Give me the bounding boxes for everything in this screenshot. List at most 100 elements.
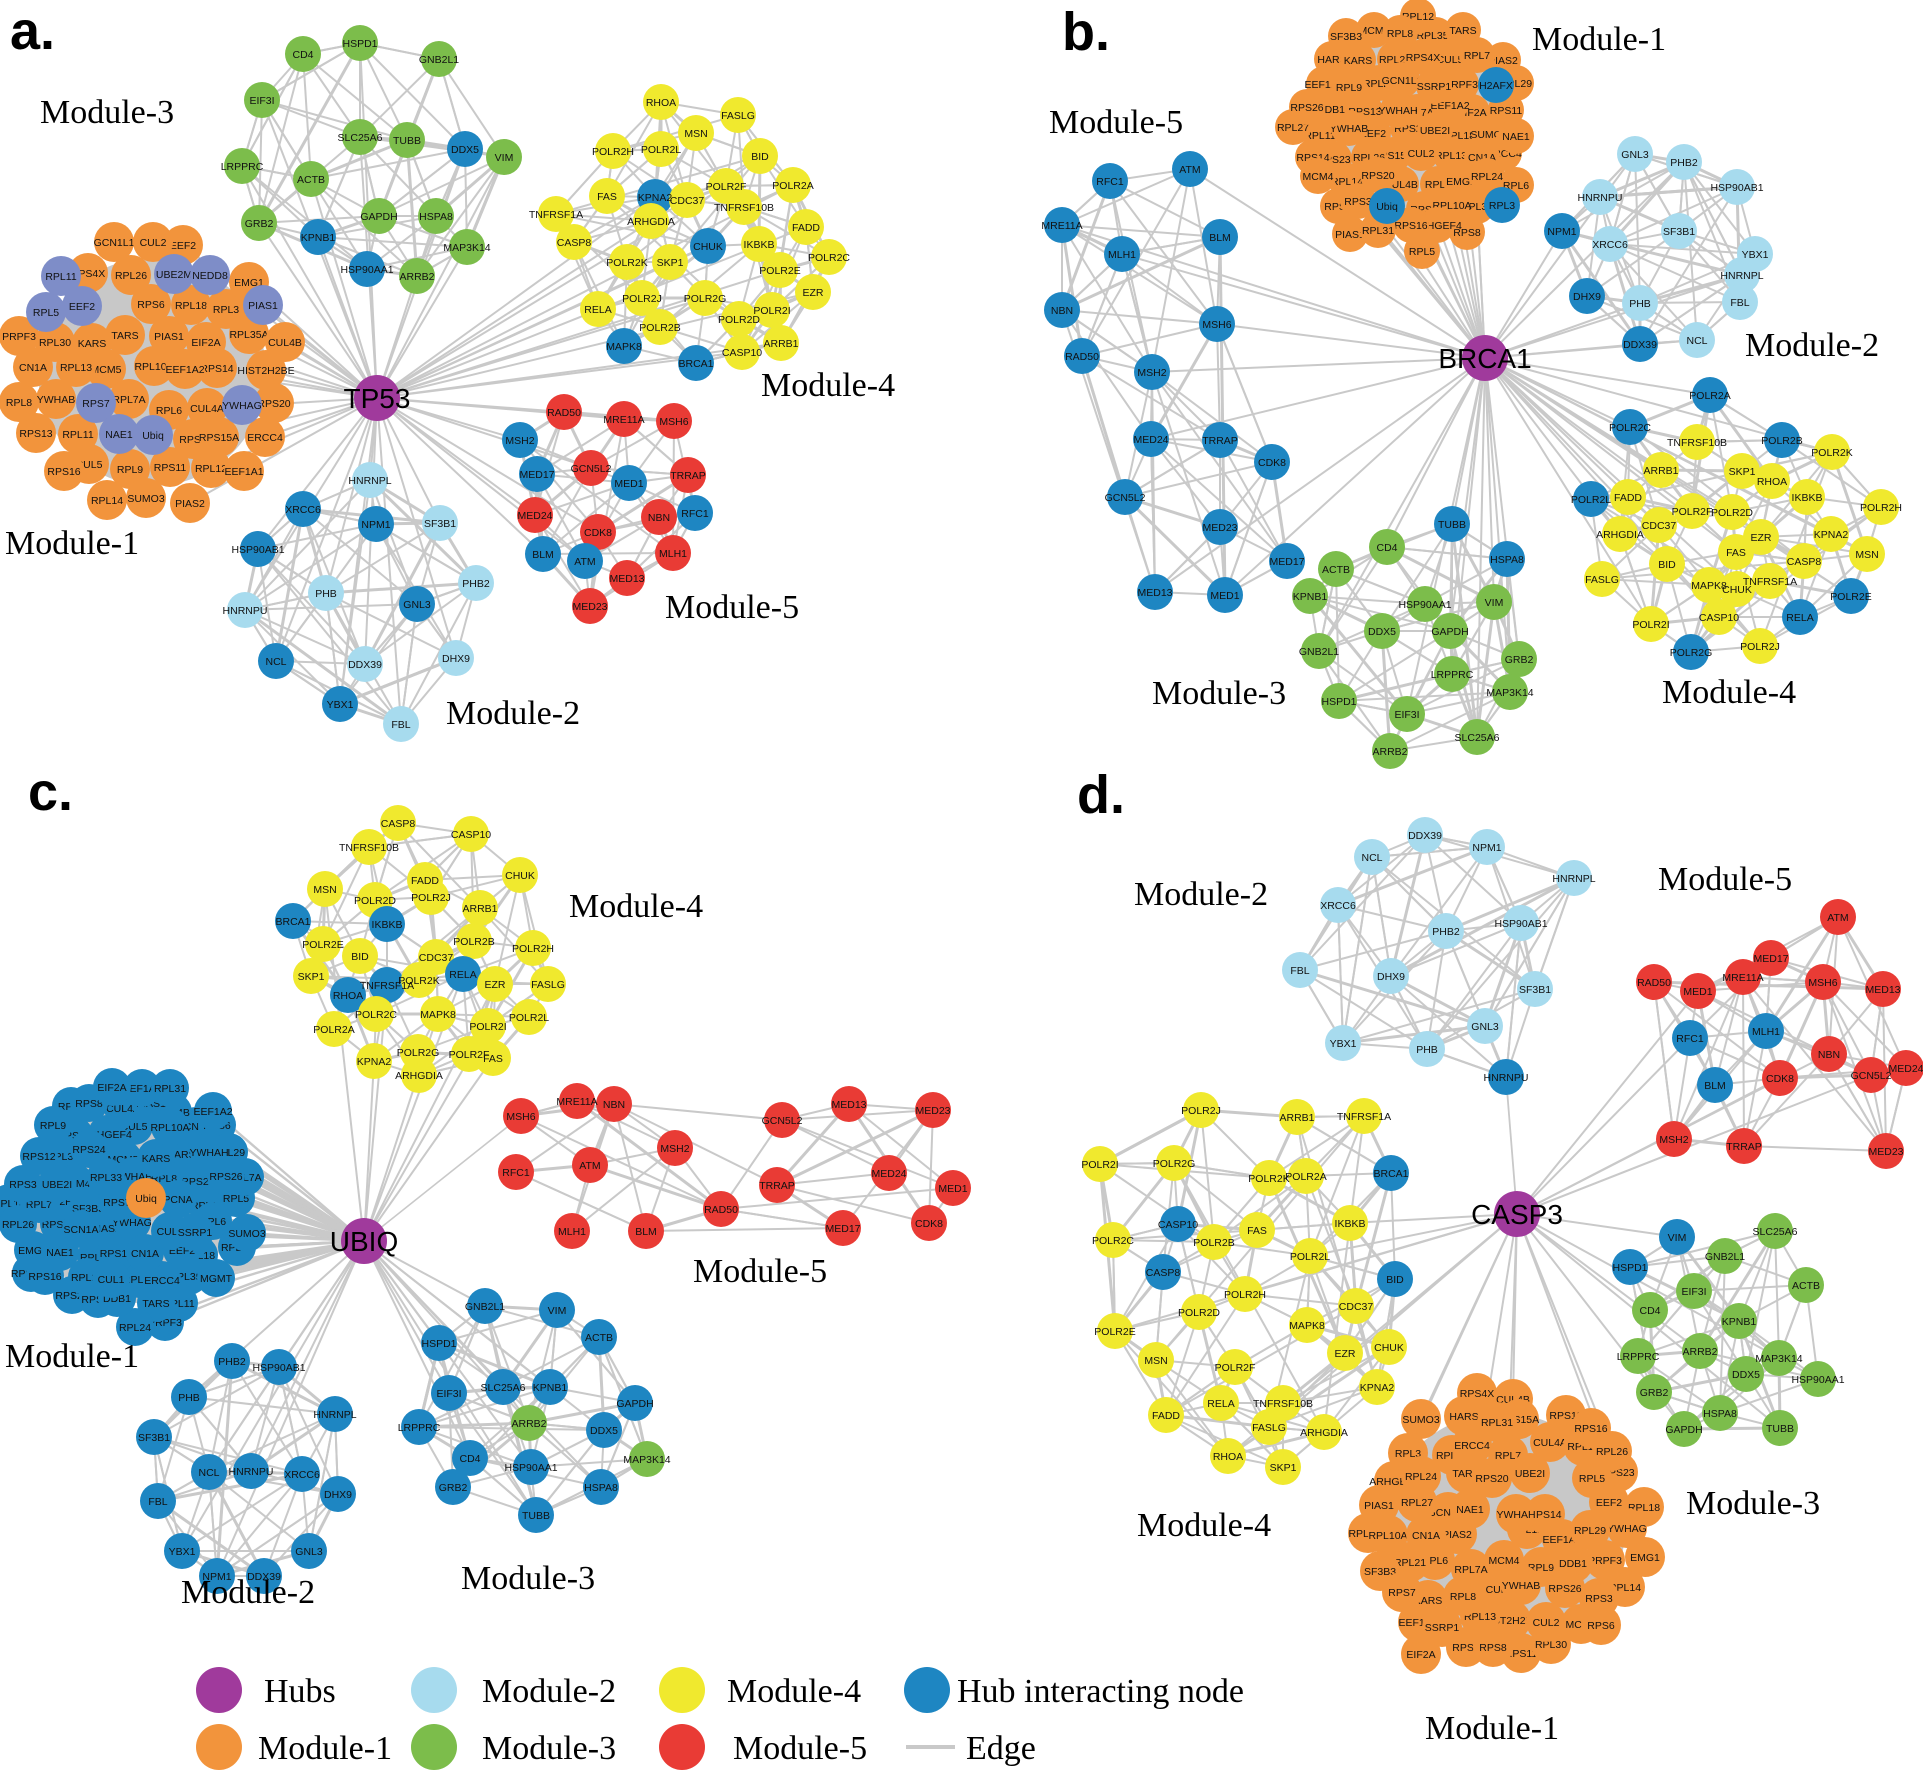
svg-text:TRRAP: TRRAP: [1726, 1141, 1762, 1153]
svg-text:EIF3I: EIF3I: [1681, 1286, 1706, 1298]
svg-text:RPL13: RPL13: [1435, 150, 1467, 162]
svg-text:RPL7: RPL7: [26, 1199, 52, 1211]
svg-text:KPNA2: KPNA2: [357, 1056, 392, 1068]
svg-text:EZR: EZR: [1751, 532, 1772, 544]
svg-text:EEF2: EEF2: [69, 301, 95, 313]
svg-text:Hub interacting node: Hub interacting node: [957, 1673, 1244, 1710]
svg-text:ERCC4: ERCC4: [144, 1275, 180, 1287]
svg-text:MED23: MED23: [1868, 1146, 1903, 1158]
svg-text:MED17: MED17: [1753, 953, 1788, 965]
svg-text:CUL5: CUL5: [1437, 54, 1464, 66]
svg-text:ACTB: ACTB: [585, 1332, 613, 1344]
svg-text:ERCC4: ERCC4: [247, 432, 283, 444]
svg-text:EEF1A2: EEF1A2: [165, 364, 204, 376]
svg-text:RPL10A: RPL10A: [150, 1122, 189, 1134]
svg-text:RPL11: RPL11: [1304, 130, 1335, 142]
svg-text:RAD50: RAD50: [1637, 977, 1671, 989]
svg-text:POLR2B: POLR2B: [453, 936, 494, 948]
svg-text:TRRAP: TRRAP: [1202, 435, 1238, 447]
svg-text:UBE2M: UBE2M: [156, 269, 192, 281]
svg-text:a.: a.: [10, 1, 55, 61]
svg-text:MRE11A: MRE11A: [603, 414, 644, 426]
svg-text:FADD: FADD: [1614, 492, 1642, 504]
svg-text:Module-1: Module-1: [1532, 21, 1666, 58]
svg-text:POLR2E: POLR2E: [1094, 1326, 1135, 1338]
svg-text:MSH2: MSH2: [1659, 1134, 1688, 1146]
svg-text:MED24: MED24: [517, 510, 552, 522]
svg-text:XRCC6: XRCC6: [1320, 900, 1356, 912]
svg-text:DDX39: DDX39: [247, 1571, 281, 1583]
svg-text:MCM5: MCM5: [1359, 25, 1390, 37]
svg-text:RPL31: RPL31: [1481, 1417, 1513, 1429]
svg-text:POLR2B: POLR2B: [639, 322, 680, 334]
svg-text:FAS: FAS: [597, 191, 617, 203]
svg-text:MED23: MED23: [915, 1105, 950, 1117]
svg-text:RPL33: RPL33: [90, 1172, 122, 1184]
svg-text:RPL5: RPL5: [33, 307, 59, 319]
svg-text:RPL9: RPL9: [40, 1120, 66, 1132]
svg-text:MGMT: MGMT: [200, 1273, 233, 1285]
svg-text:RPL29: RPL29: [1574, 1525, 1606, 1537]
svg-text:HSP90AA1: HSP90AA1: [340, 264, 393, 276]
svg-text:MED17: MED17: [1269, 556, 1304, 568]
svg-text:TUBB: TUBB: [1438, 519, 1466, 531]
svg-text:SF3B1: SF3B1: [1519, 984, 1551, 996]
svg-text:KPNB1: KPNB1: [1722, 1316, 1757, 1328]
svg-text:SUMO3: SUMO3: [228, 1228, 266, 1240]
svg-text:DDX5: DDX5: [1368, 626, 1396, 638]
svg-text:FADD: FADD: [792, 222, 820, 234]
svg-text:RPL24: RPL24: [1471, 171, 1503, 183]
svg-text:MED23: MED23: [1202, 522, 1237, 534]
svg-text:SKP1: SKP1: [298, 971, 325, 983]
svg-text:ARHGDIA: ARHGDIA: [627, 216, 675, 228]
svg-text:YWHAB: YWHAB: [1502, 1580, 1541, 1592]
svg-text:RPS11: RPS11: [1490, 105, 1523, 117]
svg-text:YWHAG: YWHAG: [1607, 1523, 1647, 1535]
svg-text:FASLG: FASLG: [531, 979, 565, 991]
svg-text:RPS20: RPS20: [257, 398, 290, 410]
svg-text:RPS4X: RPS4X: [1406, 52, 1440, 64]
svg-text:DHX9: DHX9: [1573, 291, 1601, 303]
svg-text:POLR2D: POLR2D: [1178, 1307, 1220, 1319]
svg-text:RPL3: RPL3: [1489, 200, 1515, 212]
svg-text:GNB2L1: GNB2L1: [419, 54, 459, 66]
svg-text:RPL9: RPL9: [117, 464, 143, 476]
svg-text:RPL5: RPL5: [223, 1193, 249, 1205]
svg-text:FADD: FADD: [411, 875, 439, 887]
svg-text:RPL18: RPL18: [175, 300, 207, 312]
svg-text:CHUK: CHUK: [693, 241, 723, 253]
svg-text:Module-4: Module-4: [761, 367, 895, 404]
svg-text:IKBKB: IKBKB: [372, 919, 403, 931]
svg-text:CN1A: CN1A: [131, 1248, 159, 1260]
svg-text:POLR2J: POLR2J: [622, 293, 662, 305]
svg-text:RPL11: RPL11: [45, 271, 76, 283]
svg-text:CDK8: CDK8: [915, 1218, 943, 1230]
svg-text:TUBB: TUBB: [522, 1510, 550, 1522]
svg-text:PHB2: PHB2: [462, 578, 490, 590]
svg-text:PRPF3: PRPF3: [1588, 1555, 1622, 1567]
svg-text:PIAS1: PIAS1: [1364, 1500, 1394, 1512]
svg-text:KARS: KARS: [142, 1153, 171, 1165]
svg-text:MAPK8: MAPK8: [606, 341, 642, 353]
svg-text:HSPA8: HSPA8: [1490, 554, 1524, 566]
svg-text:POLR2L: POLR2L: [509, 1012, 549, 1024]
svg-text:CASP10: CASP10: [1158, 1219, 1198, 1231]
svg-text:RPS16: RPS16: [47, 466, 80, 478]
svg-text:Module-3: Module-3: [1152, 675, 1286, 712]
svg-text:ARHGDIA: ARHGDIA: [1596, 529, 1644, 541]
svg-text:FASLG: FASLG: [1585, 574, 1619, 586]
svg-text:POLR2C: POLR2C: [355, 1009, 397, 1021]
svg-text:GRB2: GRB2: [1640, 1387, 1669, 1399]
svg-text:ATM: ATM: [1827, 912, 1848, 924]
svg-text:CUL1: CUL1: [98, 1274, 125, 1286]
svg-text:CDC37: CDC37: [419, 952, 454, 964]
svg-text:NAE1: NAE1: [1502, 131, 1530, 143]
svg-text:MSH6: MSH6: [1202, 319, 1231, 331]
svg-text:CASP10: CASP10: [722, 347, 762, 359]
svg-text:RELA: RELA: [1786, 612, 1813, 624]
svg-text:Module-2: Module-2: [1134, 876, 1268, 913]
svg-text:MED24: MED24: [871, 1168, 906, 1180]
svg-text:POLR2L: POLR2L: [641, 144, 681, 156]
svg-text:MSH2: MSH2: [660, 1143, 689, 1155]
svg-text:b.: b.: [1062, 2, 1110, 62]
